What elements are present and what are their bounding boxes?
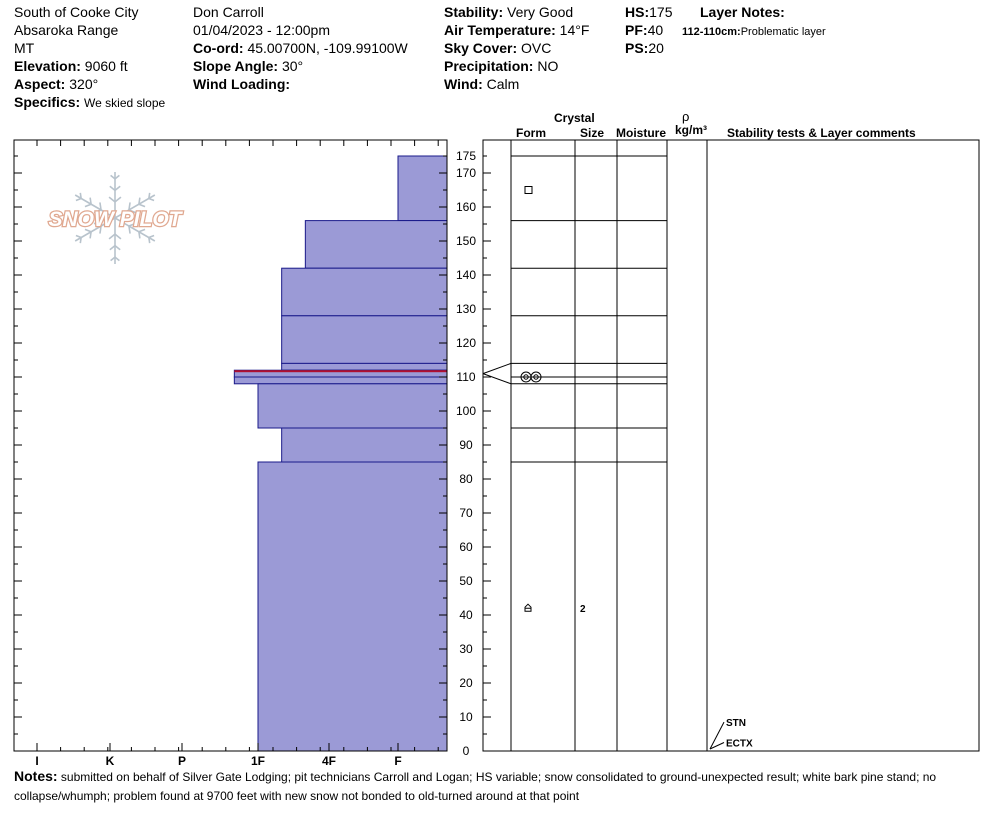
- surface-hoar-symbol: [523, 374, 529, 380]
- stability-tests-header: Stability tests & Layer comments: [727, 126, 916, 140]
- hardness-tick-label: F: [394, 754, 401, 768]
- density-rho: ρ: [682, 109, 690, 124]
- depth-tick-label: 130: [456, 302, 476, 316]
- elevation: Elevation: 9060 ft: [14, 58, 128, 74]
- density-header: kg/m³: [675, 123, 708, 137]
- hardness-bar: [257, 383, 448, 429]
- snowpilot-logo: SNOW PILOT: [47, 172, 185, 264]
- stability-test-label: STN: [726, 718, 746, 729]
- stability-test-arrow: [709, 742, 725, 750]
- hardness-tick-label: I: [35, 754, 38, 768]
- location: South of Cooke City: [14, 4, 139, 20]
- ps: PS:20: [625, 40, 664, 56]
- moisture-header: Moisture: [616, 126, 667, 140]
- depth-tick-label: 110: [456, 370, 475, 384]
- depth-tick-label: 60: [459, 540, 473, 554]
- layer-pointer: [482, 373, 512, 385]
- sky-cover: Sky Cover: OVC: [444, 40, 552, 56]
- depth-hoar-symbol: [524, 603, 532, 612]
- hardness-bar: [281, 315, 448, 364]
- depth-tick-label: 160: [456, 200, 476, 214]
- hardness-bar: [281, 427, 448, 463]
- depth-tick-label: 170: [456, 166, 476, 180]
- observer-name: Don Carroll: [193, 4, 264, 20]
- layer-note: 112-110cm:Problematic layer: [682, 26, 826, 38]
- depth-tick-label: 175: [456, 149, 476, 163]
- precipitation: Precipitation: NO: [444, 58, 559, 74]
- stability-test-label: ECTX: [726, 739, 753, 750]
- hardness-tick-label: 4F: [322, 754, 336, 768]
- wind-loading: Wind Loading:: [193, 76, 291, 92]
- state: MT: [14, 40, 35, 56]
- faceted-crystal-symbol: [524, 186, 533, 194]
- hardness-tick-label: 1F: [251, 754, 265, 768]
- surface-hoar-symbol: [533, 374, 539, 380]
- hardness-bar: [397, 155, 448, 222]
- grain-size: 2: [580, 604, 586, 615]
- hardness-bar: [281, 267, 448, 317]
- crystal-header: Crystal: [554, 111, 595, 125]
- hardness-bar: [233, 376, 448, 385]
- observation-datetime: 01/04/2023 - 12:00pm: [193, 22, 330, 38]
- depth-tick-label: 50: [459, 574, 473, 588]
- problematic-layer-marker: [234, 370, 447, 373]
- depth-tick-label: 80: [459, 472, 473, 486]
- form-header: Form: [516, 126, 546, 140]
- depth-tick-label: 0: [463, 744, 470, 758]
- depth-tick-label: 90: [459, 438, 473, 452]
- depth-tick-label: 10: [459, 710, 473, 724]
- notes: Notes: submitted on behalf of Silver Gat…: [14, 768, 937, 803]
- hardness-bar: [257, 461, 448, 752]
- surface-hoar-symbol: [530, 371, 542, 383]
- depth-tick-label: 30: [459, 642, 473, 656]
- depth-tick-label: 40: [459, 608, 473, 622]
- depth-tick-label: 120: [456, 336, 476, 350]
- hardness-tick-label: K: [106, 754, 115, 768]
- depth-tick-label: 150: [456, 234, 476, 248]
- depth-tick-label: 20: [459, 676, 473, 690]
- stability: Stability: Very Good: [444, 4, 574, 20]
- depth-tick-label: 140: [456, 268, 476, 282]
- wind: Wind: Calm: [444, 76, 520, 92]
- range: Absaroka Range: [14, 22, 119, 38]
- stability-test-arrow: [709, 721, 725, 750]
- hardness-bar: [304, 220, 448, 269]
- layer-notes-title: Layer Notes:: [700, 4, 785, 20]
- coordinates: Co-ord: 45.00700N, -109.99100W: [193, 40, 408, 56]
- layer-pointer: [482, 362, 512, 375]
- hardness-bar: [281, 362, 448, 371]
- air-temperature: Air Temperature: 14°F: [444, 22, 590, 38]
- specifics: Specifics: We skied slope: [14, 94, 166, 110]
- slope-angle: Slope Angle: 30°: [193, 58, 304, 74]
- size-header: Size: [580, 126, 605, 140]
- hs: HS:175: [625, 4, 673, 20]
- pf: PF:40: [625, 22, 664, 38]
- depth-tick-label: 70: [459, 506, 473, 520]
- snowflake-icon: [74, 172, 156, 264]
- aspect: Aspect: 320°: [14, 76, 99, 92]
- depth-tick-label: 100: [456, 404, 476, 418]
- logo-text: SNOW PILOT: [49, 208, 184, 231]
- profile-frame: [482, 139, 980, 752]
- hardness-tick-label: P: [178, 754, 186, 768]
